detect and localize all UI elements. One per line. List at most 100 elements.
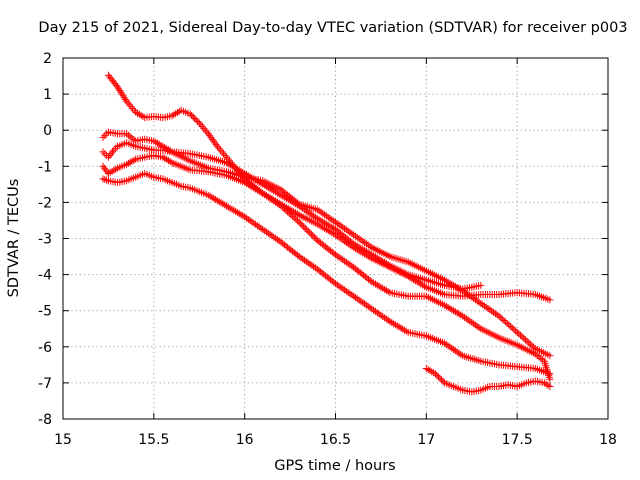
y-tick-label: -7 — [38, 376, 52, 392]
data-point — [397, 324, 405, 332]
data-point — [542, 380, 550, 388]
data-point — [503, 320, 511, 327]
data-point — [120, 94, 128, 102]
y-tick-label: -4 — [38, 268, 52, 284]
data-point — [189, 113, 197, 121]
data-point — [166, 158, 174, 166]
data-point — [464, 291, 472, 299]
data-point — [208, 135, 216, 143]
data-point — [421, 282, 428, 290]
data-point — [261, 191, 269, 199]
data-point — [359, 245, 367, 253]
data-point — [341, 257, 349, 265]
data-point — [375, 255, 383, 263]
data-point — [216, 146, 224, 154]
data-point — [159, 142, 167, 150]
data-point — [491, 310, 499, 318]
data-point — [127, 103, 135, 111]
data-point — [535, 353, 543, 361]
data-point — [292, 215, 300, 223]
data-point — [464, 316, 472, 324]
data-point — [272, 198, 280, 206]
data-point — [348, 291, 356, 299]
data-point — [390, 320, 398, 328]
data-point — [461, 288, 468, 296]
data-point — [155, 140, 163, 148]
data-point — [99, 175, 107, 183]
data-point — [211, 139, 219, 147]
y-tick-label: 2 — [43, 51, 52, 67]
data-point — [233, 209, 241, 216]
data-point — [507, 323, 515, 330]
data-point — [350, 240, 358, 248]
data-point — [332, 218, 339, 226]
data-point — [117, 88, 125, 96]
series-4 — [99, 152, 554, 383]
data-point — [355, 235, 363, 243]
data-point — [497, 314, 505, 322]
data-point — [272, 234, 280, 242]
series-6 — [422, 365, 554, 396]
data-point — [344, 289, 352, 296]
data-point — [377, 311, 385, 319]
data-point — [546, 352, 554, 360]
data-point — [382, 287, 390, 294]
data-point — [373, 281, 381, 289]
data-point — [355, 296, 363, 304]
data-point — [300, 223, 308, 231]
data-point — [103, 176, 111, 184]
data-point — [210, 137, 217, 145]
data-point — [218, 148, 226, 156]
data-point — [215, 144, 223, 152]
data-point — [395, 323, 403, 331]
data-point — [362, 301, 370, 309]
data-point — [115, 85, 123, 93]
data-point — [124, 159, 132, 167]
data-point — [473, 297, 481, 305]
data-point — [486, 306, 494, 314]
data-point — [441, 276, 448, 284]
data-point — [244, 215, 252, 223]
data-point — [250, 184, 258, 192]
data-point — [322, 220, 330, 228]
data-point — [372, 253, 379, 261]
chart-title: Day 215 of 2021, Sidereal Day-to-day VTE… — [38, 20, 627, 36]
data-point — [101, 132, 109, 140]
data-point — [332, 280, 339, 288]
data-point — [152, 138, 160, 146]
data-point — [302, 207, 310, 215]
data-point — [411, 277, 419, 285]
data-point — [124, 131, 132, 139]
data-point — [266, 194, 274, 202]
data-point — [130, 156, 138, 164]
data-point — [294, 199, 301, 207]
data-point — [377, 283, 385, 291]
data-point — [273, 236, 281, 244]
data-point — [546, 383, 554, 390]
data-point — [241, 213, 249, 221]
data-point — [174, 109, 181, 116]
data-point — [446, 279, 454, 287]
data-point — [381, 258, 389, 266]
data-point — [194, 118, 202, 125]
y-axis-label: SDTVAR / TECUs — [6, 179, 22, 298]
data-point — [330, 217, 338, 225]
data-point — [341, 286, 349, 294]
data-point — [188, 112, 196, 119]
data-point — [521, 336, 529, 344]
data-point — [168, 112, 176, 120]
data-point — [417, 280, 425, 288]
series-1 — [104, 71, 554, 304]
data-point — [235, 166, 243, 174]
data-point — [317, 217, 325, 225]
data-point — [333, 220, 341, 227]
data-point — [317, 208, 325, 216]
data-point — [439, 377, 447, 385]
data-point — [459, 312, 467, 320]
data-point — [299, 255, 307, 263]
data-point — [123, 161, 131, 168]
data-point — [197, 121, 205, 129]
data-point — [355, 243, 363, 251]
data-point — [482, 303, 490, 311]
data-point — [298, 221, 306, 229]
